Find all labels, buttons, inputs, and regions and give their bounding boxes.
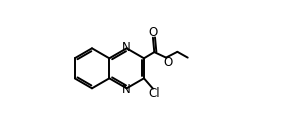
Text: O: O (163, 56, 172, 69)
Text: N: N (122, 83, 131, 96)
Text: N: N (122, 41, 131, 54)
Text: Cl: Cl (148, 87, 160, 100)
Text: O: O (148, 26, 158, 39)
